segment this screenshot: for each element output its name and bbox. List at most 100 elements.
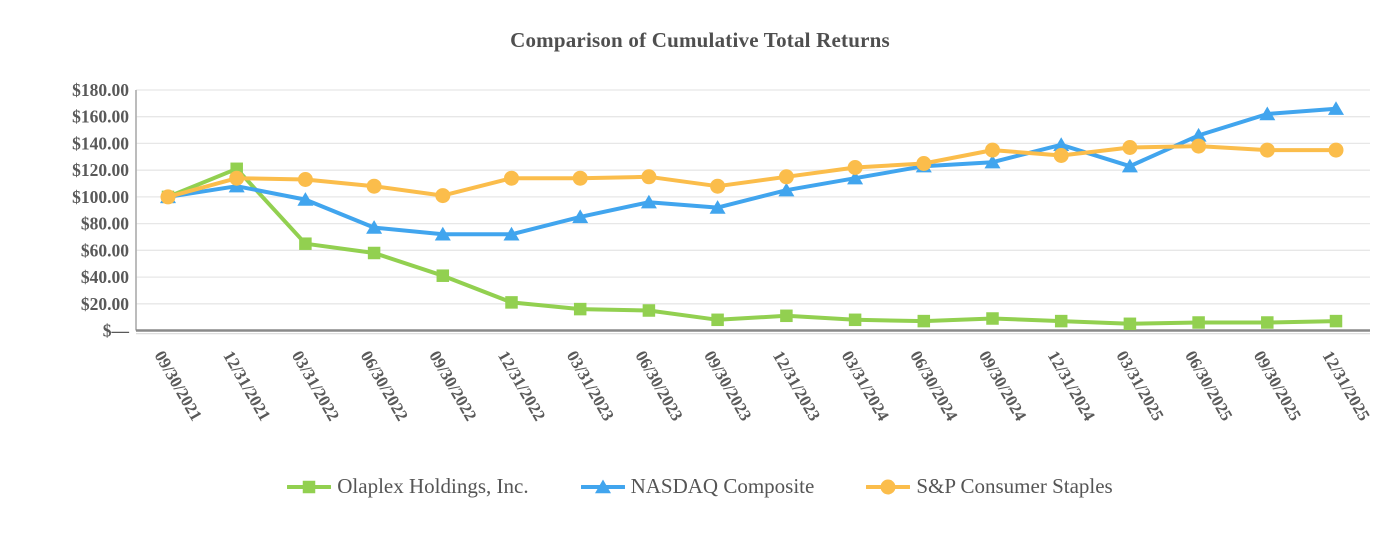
- series-2: [160, 138, 1344, 205]
- y-tick-label: $—: [103, 321, 130, 341]
- y-tick-label: $80.00: [81, 214, 129, 234]
- x-axis-labels: 09/30/2021 12/31/2021 03/31/2022 06/30/2022…: [151, 348, 1374, 425]
- x-tick-label: 12/31/2024: [1044, 348, 1099, 425]
- square-marker-icon: [367, 246, 381, 260]
- circle-marker-icon: [504, 170, 519, 186]
- square-marker-icon: [303, 480, 316, 493]
- circle-marker-icon: [1259, 142, 1275, 158]
- y-tick-label: $120.00: [72, 160, 129, 180]
- circle-marker-icon: [366, 178, 382, 194]
- y-tick-label: $180.00: [72, 80, 129, 100]
- triangle-marker-icon: [1121, 158, 1138, 173]
- circle-marker-icon: [778, 169, 794, 185]
- x-tick-label: 12/31/2022: [494, 348, 549, 425]
- triangle-marker-icon: [580, 479, 625, 493]
- circle-marker-icon: [435, 188, 451, 204]
- circle-marker-icon: [1191, 138, 1207, 154]
- triangle-marker-icon: [366, 220, 383, 234]
- triangle-marker-icon: [434, 226, 451, 241]
- square-marker-icon: [1054, 314, 1068, 328]
- triangle-marker-icon: [847, 170, 864, 185]
- legend-label: S&P Consumer Staples: [916, 474, 1113, 498]
- square-marker-icon: [573, 302, 587, 316]
- series-line: [166, 144, 1338, 199]
- x-tick-label: 12/31/2021: [219, 348, 274, 425]
- x-tick-label: 09/30/2021: [151, 348, 206, 425]
- square-marker-icon: [1192, 316, 1205, 329]
- legend-item-nasdaq: NASDAQ Composite: [580, 474, 815, 499]
- series-0: [161, 162, 1343, 331]
- circle-marker-icon: [847, 160, 863, 175]
- circle-marker-icon: [160, 189, 176, 205]
- chart-title: Comparison of Cumulative Total Returns: [510, 28, 890, 52]
- square-marker-icon: [1123, 317, 1137, 331]
- x-tick-label: 06/30/2024: [906, 348, 961, 425]
- circle-marker-icon: [710, 178, 726, 194]
- x-tick-label: 12/31/2025: [1319, 348, 1374, 425]
- square-marker-icon: [1329, 314, 1343, 328]
- x-tick-label: 06/30/2022: [357, 348, 412, 425]
- circle-marker-icon: [641, 169, 657, 185]
- circle-marker-icon: [229, 170, 245, 186]
- circle-marker-icon: [1053, 148, 1069, 163]
- y-axis-labels: $180.00 $160.00 $140.00 $120.00 $100.00 $80.0…: [72, 80, 129, 341]
- x-tick-label: 03/31/2022: [288, 348, 343, 425]
- square-marker-icon: [917, 314, 931, 328]
- square-marker-icon: [1261, 316, 1274, 329]
- triangle-marker-icon: [1190, 127, 1207, 142]
- circle-marker-icon: [866, 479, 911, 494]
- square-marker-icon: [986, 312, 999, 325]
- y-tick-label: $20.00: [81, 294, 129, 314]
- triangle-marker-icon: [572, 209, 589, 224]
- x-tick-label: 09/30/2024: [975, 348, 1030, 425]
- triangle-marker-icon: [640, 194, 657, 209]
- triangle-marker-icon: [594, 479, 611, 493]
- triangle-marker-icon: [503, 226, 520, 241]
- circle-marker-icon: [1122, 140, 1138, 155]
- square-marker-icon: [299, 237, 312, 250]
- x-tick-label: 03/31/2025: [1112, 348, 1167, 425]
- square-marker-icon: [848, 313, 862, 327]
- circle-marker-icon: [1328, 142, 1344, 158]
- y-tick-label: $140.00: [72, 133, 129, 153]
- circle-marker-icon: [297, 172, 313, 187]
- x-tick-label: 12/31/2023: [769, 348, 824, 425]
- y-tick-label: $40.00: [81, 267, 129, 287]
- series-1: [160, 101, 1344, 241]
- x-tick-label: 06/30/2025: [1181, 348, 1236, 425]
- circle-marker-icon: [985, 142, 1000, 158]
- chart-legend: Olaplex Holdings, Inc. NASDAQ Composite …: [0, 474, 1400, 499]
- x-tick-label: 03/31/2024: [838, 348, 893, 425]
- triangle-marker-icon: [297, 192, 314, 206]
- x-tick-label: 06/30/2023: [631, 348, 686, 425]
- square-marker-icon: [711, 313, 724, 327]
- square-marker-icon: [505, 296, 518, 309]
- triangle-marker-icon: [778, 182, 795, 197]
- x-tick-label: 09/30/2022: [425, 348, 480, 425]
- y-tick-label: $60.00: [81, 240, 129, 260]
- legend-item-olaplex: Olaplex Holdings, Inc.: [287, 474, 529, 499]
- square-marker-icon: [436, 269, 450, 282]
- series-line: [166, 106, 1338, 237]
- triangle-marker-icon: [1053, 137, 1070, 151]
- x-tick-label: 03/31/2023: [563, 348, 618, 425]
- legend-item-sp-staples: S&P Consumer Staples: [866, 474, 1113, 499]
- x-tick-label: 09/30/2023: [700, 348, 755, 425]
- triangle-marker-icon: [1328, 101, 1344, 115]
- legend-label: NASDAQ Composite: [630, 474, 815, 498]
- triangle-marker-icon: [709, 200, 726, 214]
- series-line: [166, 166, 1338, 326]
- triangle-marker-icon: [984, 154, 1001, 169]
- y-tick-label: $100.00: [72, 187, 129, 207]
- triangle-marker-icon: [1259, 106, 1276, 121]
- square-marker-icon: [642, 304, 656, 317]
- circle-marker-icon: [916, 156, 932, 171]
- circle-marker-icon: [572, 170, 588, 186]
- legend-label: Olaplex Holdings, Inc.: [337, 474, 529, 498]
- line-chart: $180.00 $160.00 $140.00 $120.00 $100.00 $80.0…: [72, 80, 1374, 425]
- square-marker-icon: [287, 480, 332, 493]
- circle-marker-icon: [880, 479, 896, 494]
- x-tick-label: 09/30/2025: [1250, 348, 1305, 425]
- y-tick-label: $160.00: [72, 107, 129, 127]
